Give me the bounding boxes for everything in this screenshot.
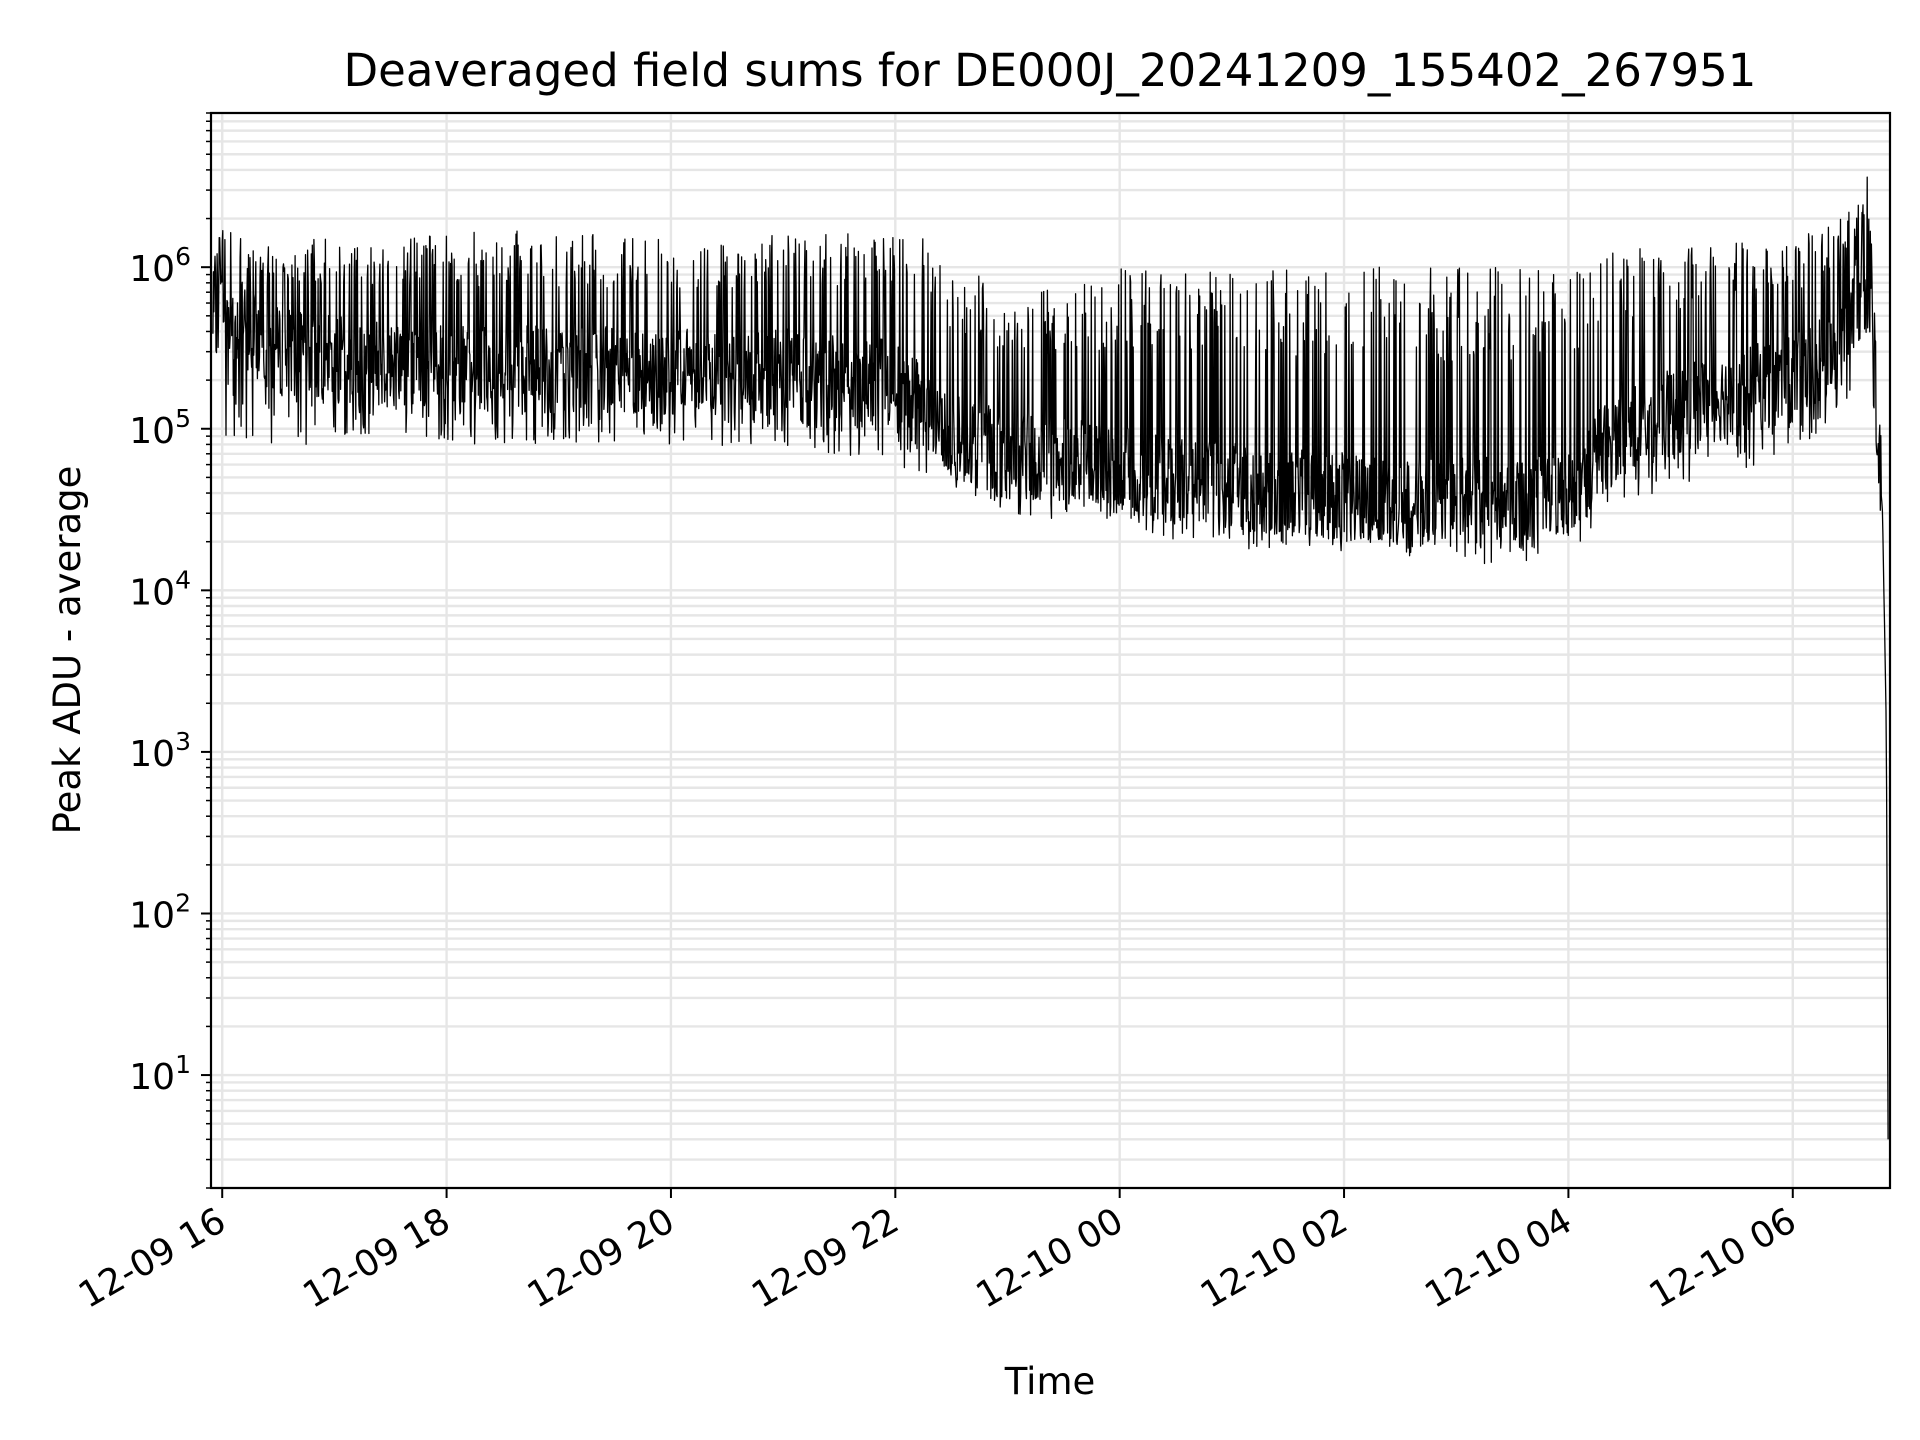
x-tick-label: 12-10 02 [1194,1200,1355,1316]
series-layer [212,176,1889,1140]
y-tick-label: 101 [129,1050,191,1098]
x-tick-label: 12-10 04 [1418,1200,1579,1316]
y-axis-label: Peak ADU - average [46,466,89,835]
y-tick-label: 103 [129,727,191,775]
y-tick-label: 104 [129,565,191,613]
x-tick-label: 12-09 22 [745,1200,906,1316]
chart-title: Deaveraged field sums for DE000J_2024120… [344,44,1757,97]
x-tick-label: 12-09 16 [72,1200,233,1316]
y-tick-label: 102 [129,888,191,936]
y-tick-label: 105 [129,404,191,452]
series-line [212,176,1889,1140]
x-tick-label: 12-10 00 [970,1200,1131,1316]
plot-frame [209,111,1892,1190]
x-tick-label: 12-09 18 [296,1200,457,1316]
x-axis-label: Time [1004,1360,1096,1403]
grid-layer [211,111,1890,1190]
x-tick-label: 12-09 20 [521,1200,682,1316]
x-tick-label: 12-10 06 [1643,1200,1804,1316]
y-tick-label: 106 [129,242,191,290]
